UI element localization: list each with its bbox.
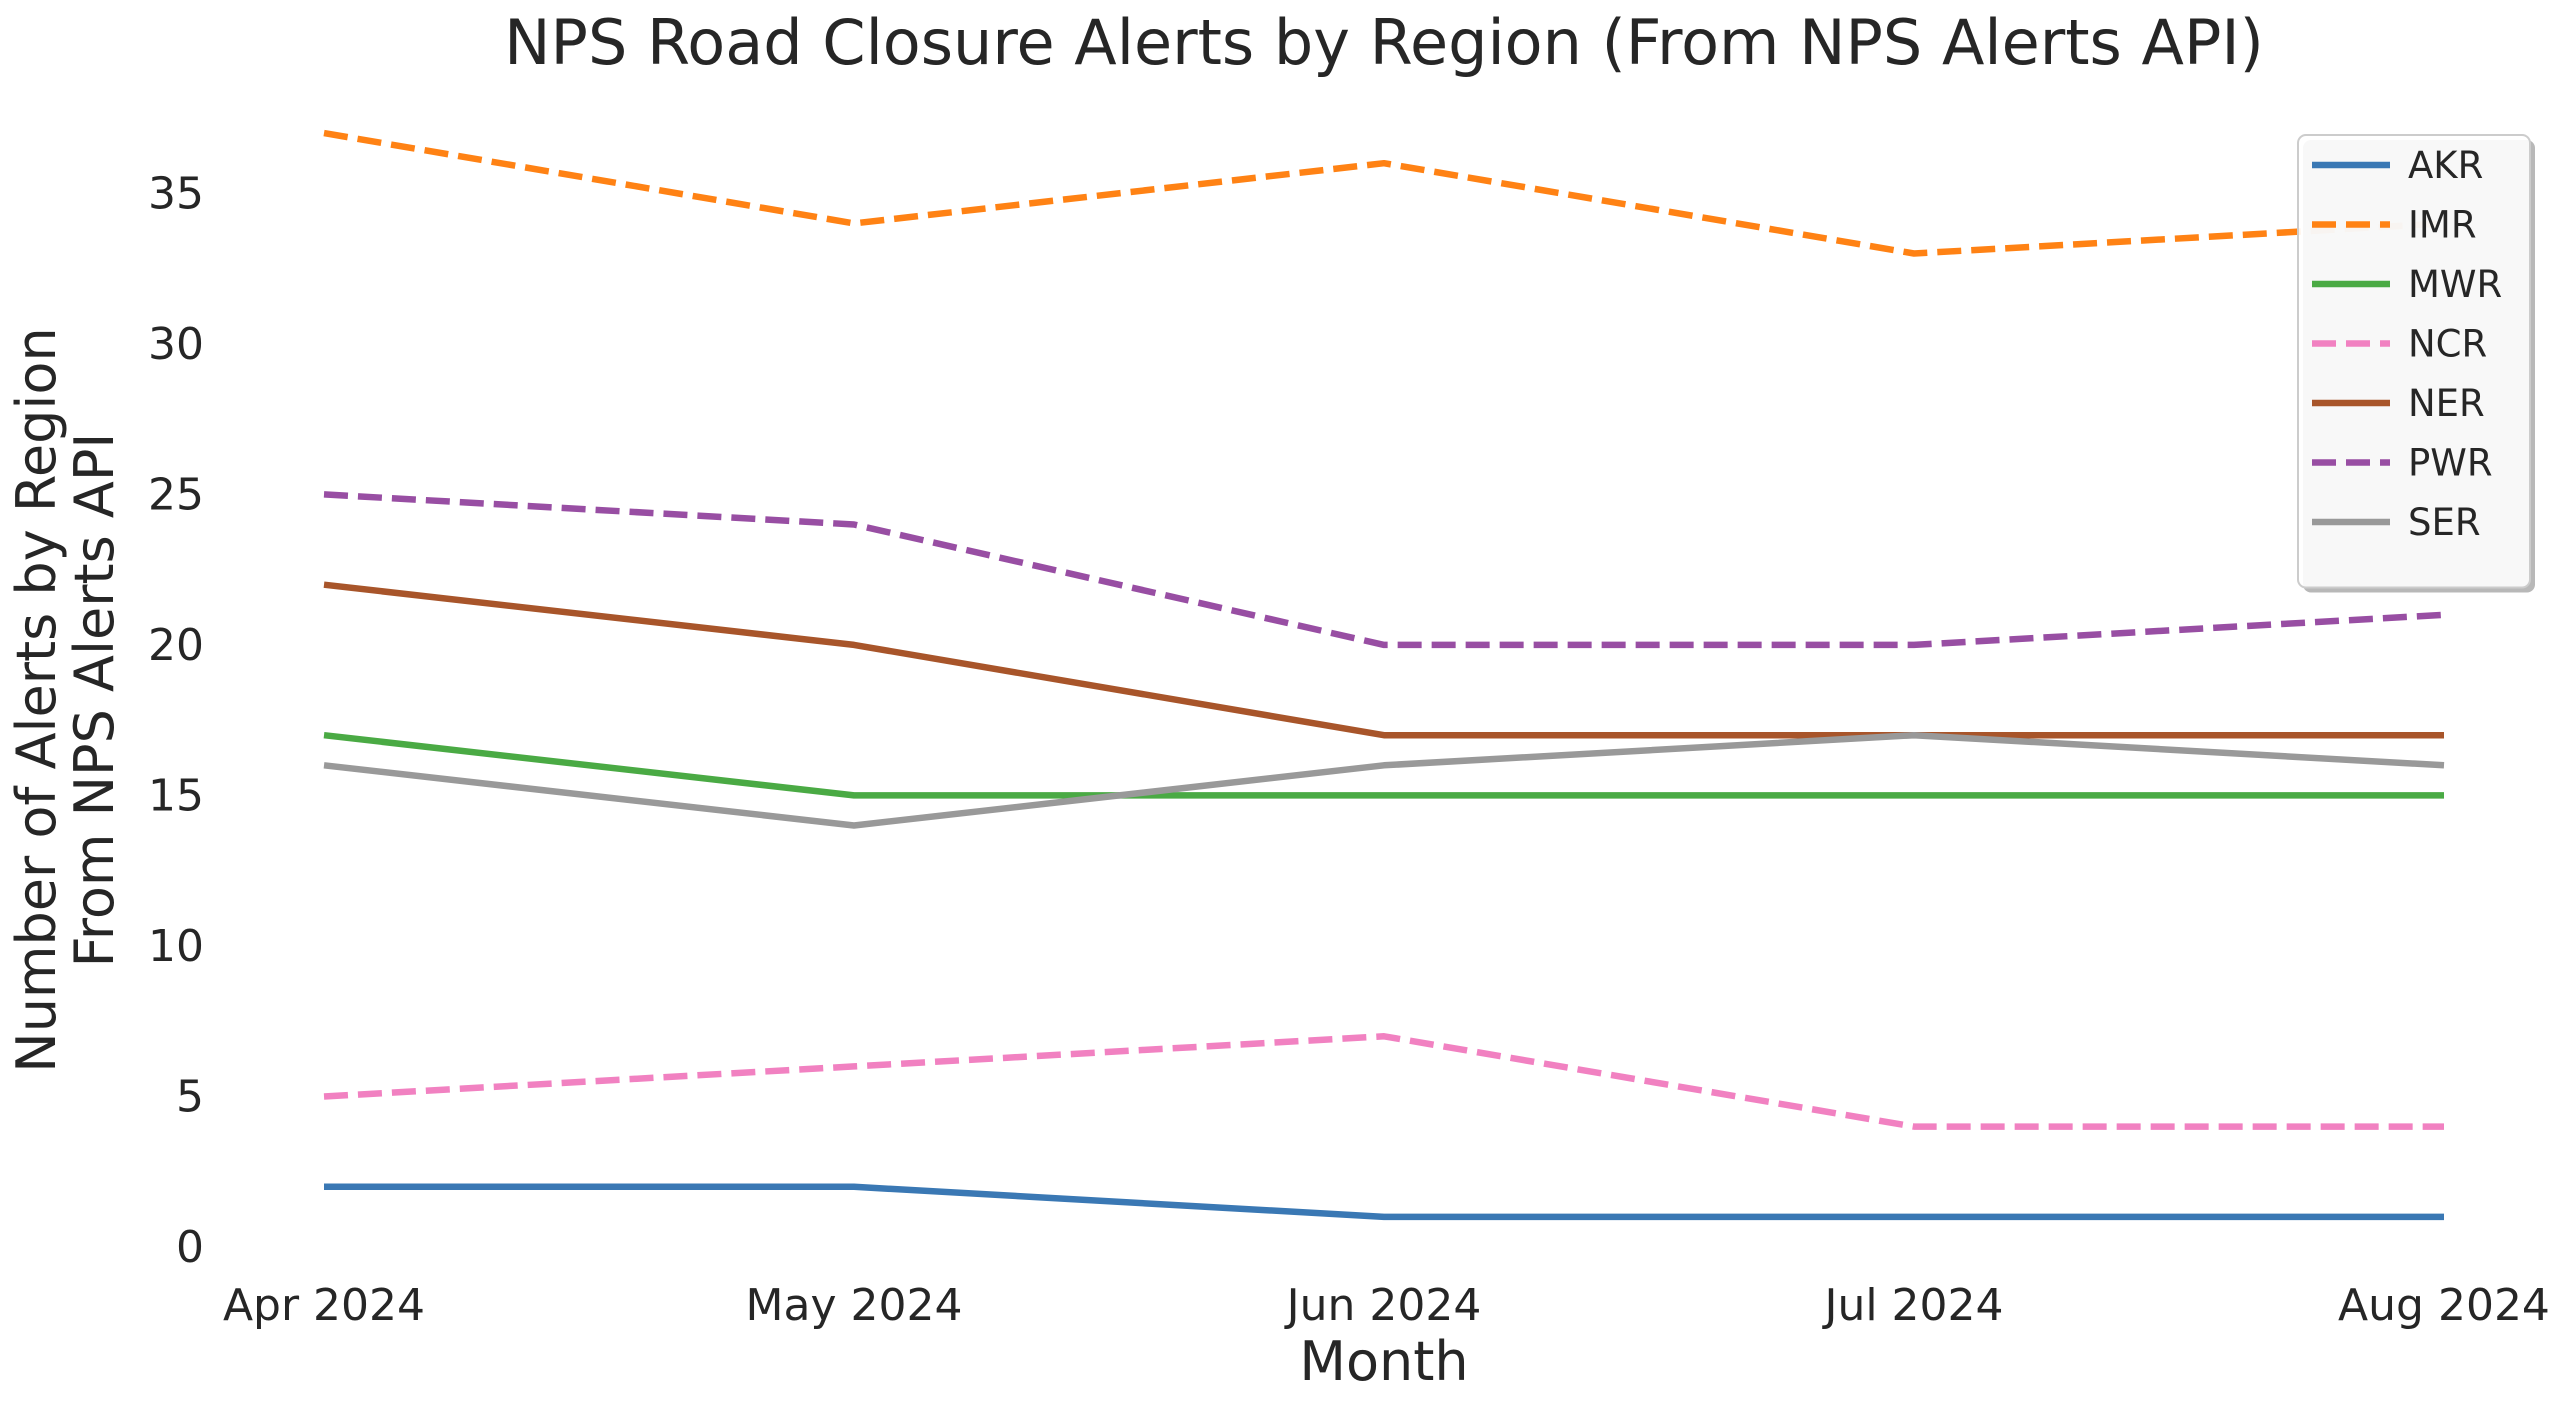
y-tick-label: 20 [148,620,204,671]
y-tick-label: 35 [148,168,204,219]
legend-label-mwr: MWR [2408,263,2502,306]
x-tick-label: Jun 2024 [1284,1280,1482,1331]
x-axis-ticks: Apr 2024 May 2024 Jun 2024 Jul 2024 Aug 2024 [223,1280,2550,1331]
legend-label-ser: SER [2408,501,2481,544]
legend-label-ncr: NCR [2408,323,2487,366]
y-axis-label-line-2: From NPS Alerts API [63,433,126,968]
series-lines [323,129,2445,1221]
y-tick-label: 15 [148,770,204,821]
series-line-ser [323,731,2445,829]
x-tick-label: Apr 2024 [223,1280,425,1331]
legend-box [2297,134,2531,589]
x-tick-label: Jul 2024 [1821,1280,2003,1331]
chart-title: NPS Road Closure Alerts by Region (From … [504,6,2264,79]
y-axis-label: Number of Alerts by Region From NPS Aler… [5,327,126,1072]
series-line-akr [324,1183,2444,1221]
y-tick-label: 30 [148,319,204,370]
legend-label-pwr: PWR [2408,442,2493,485]
y-tick-label: 10 [148,921,204,972]
series-line-pwr [323,491,2445,649]
y-axis-ticks: 0 5 10 15 20 25 30 35 [148,168,204,1273]
legend-label-imr: IMR [2408,204,2477,247]
y-tick-label: 25 [148,469,204,520]
series-line-mwr [323,731,2444,799]
series-line-ncr [323,1033,2444,1130]
y-tick-label: 5 [176,1071,204,1122]
y-tick-label: 0 [176,1222,204,1273]
legend-label-ner: NER [2408,382,2485,425]
x-tick-label: May 2024 [746,1280,963,1331]
series-line-imr [323,129,2445,257]
x-tick-label: Aug 2024 [2338,1280,2550,1331]
legend-label-akr: AKR [2408,144,2483,187]
legend: AKR IMR MWR NCR NER PWR SER [2297,134,2535,593]
series-line-ner [323,581,2444,739]
x-axis-label: Month [1299,1330,1468,1393]
y-axis-label-line-1: Number of Alerts by Region [5,327,68,1072]
